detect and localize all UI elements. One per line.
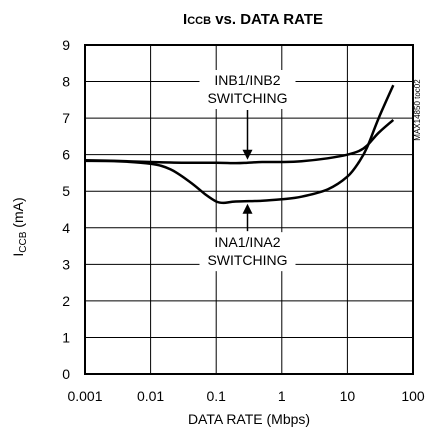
plot-frame	[84, 44, 414, 375]
annotation-label: SWITCHING	[207, 252, 287, 268]
x-tick-label: 0.1	[206, 388, 226, 404]
y-tick-label: 9	[62, 37, 70, 53]
x-tick-labels: 0.001 0.01 0.1 1 10 100	[67, 388, 424, 404]
x-tick-label: 100	[401, 388, 425, 404]
x-tick-label: 10	[340, 388, 356, 404]
chart-title: ICCB vs. DATA RATE	[183, 11, 323, 28]
x-axis-label: DATA RATE (Mbps)	[188, 411, 310, 427]
x-tick-label: 1	[278, 388, 286, 404]
y-tick-label: 5	[62, 183, 70, 199]
series-line-2	[84, 84, 395, 205]
annotations: INB1/INB2 SWITCHING INA1/INA2 SWITCHING	[199, 70, 296, 272]
y-tick-label: 7	[62, 110, 70, 126]
y-axis-label-rest: (mA)	[10, 197, 26, 231]
y-tick-label: 2	[62, 293, 70, 309]
annotation-label: SWITCHING	[207, 90, 287, 106]
y-tick-label: 6	[62, 147, 70, 163]
y-tick-labels: 0 1 2 3 4 5 6 7 8 9	[62, 37, 70, 382]
y-tick-label: 1	[62, 329, 70, 345]
annotation-background	[199, 70, 296, 109]
x-tick-label: 0.001	[67, 388, 102, 404]
y-tick-label: 4	[62, 220, 70, 236]
series-line-1	[84, 118, 395, 165]
annotation-label: INB1/INB2	[214, 72, 280, 88]
y-tick-label: 8	[62, 74, 70, 90]
chart-title-subscript: CCB	[187, 15, 211, 27]
annotation-background	[199, 232, 296, 272]
annotation-arrow-head	[242, 203, 253, 214]
chart-title-main: I	[183, 11, 187, 28]
annotation-label: INA1/INA2	[214, 234, 280, 250]
y-tick-label: 3	[62, 256, 70, 272]
y-tick-label: 0	[62, 366, 70, 382]
y-axis-label-subscript: CCB	[18, 231, 29, 252]
series-group	[84, 84, 395, 205]
y-axis-label-main: I	[10, 253, 26, 257]
x-tick-label: 0.01	[137, 388, 164, 404]
chart-title-rest: vs. DATA RATE	[211, 11, 323, 28]
side-label: MAX14850 toc02	[413, 79, 422, 141]
annotation-arrow-head	[242, 149, 253, 160]
y-axis-label: ICCB (mA)	[10, 197, 29, 256]
